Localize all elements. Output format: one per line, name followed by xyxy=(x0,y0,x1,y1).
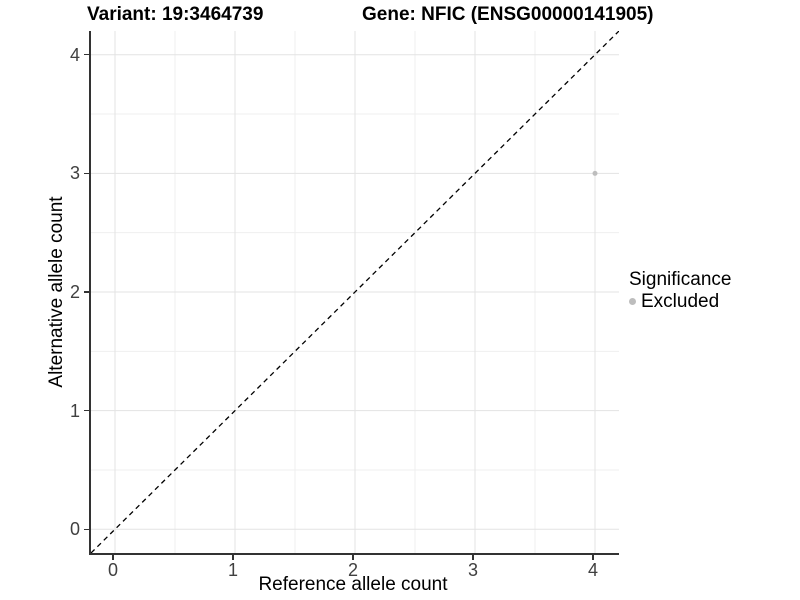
x-axis-tick-mark xyxy=(352,555,354,560)
plot-canvas xyxy=(91,31,619,553)
y-axis-tick-label: 0 xyxy=(69,519,80,540)
x-axis-tick-label: 4 xyxy=(587,560,598,580)
legend-title: Significance xyxy=(629,269,732,290)
data-point xyxy=(592,170,598,176)
gene-title: Gene: NFIC (ENSG00000141905) xyxy=(362,4,654,25)
y-axis-tick-label: 2 xyxy=(69,282,80,302)
y-axis-tick-mark xyxy=(84,172,89,175)
y-axis-tick-label: 1 xyxy=(69,400,80,421)
x-axis-tick-label: 2 xyxy=(347,560,358,580)
x-axis-tick-label: 3 xyxy=(467,560,478,580)
x-axis-tick-label: 0 xyxy=(107,560,118,580)
y-axis-tick-mark xyxy=(84,291,89,293)
variant-title: Variant: 19:3464739 xyxy=(87,4,264,25)
y-axis-tick-mark xyxy=(84,409,89,412)
x-axis-tick-mark xyxy=(232,555,234,560)
y-axis-tick-mark xyxy=(84,53,89,56)
x-axis-tick-mark xyxy=(112,555,114,560)
legend-item-label: Excluded xyxy=(641,291,720,312)
y-axis-tick-label: 4 xyxy=(69,44,80,65)
plot-panel xyxy=(89,31,619,555)
excluded-point-marker-icon xyxy=(629,298,636,305)
legend-item-excluded: Excluded xyxy=(629,291,731,312)
x-axis-tick-mark xyxy=(592,555,594,560)
identity-line xyxy=(91,31,619,553)
x-axis-tick-mark xyxy=(472,555,474,560)
y-axis-tick-mark xyxy=(84,528,89,531)
y-axis-tick-label: 3 xyxy=(69,163,80,184)
legend: Significance Excluded xyxy=(629,269,731,312)
x-axis-title: Reference allele count xyxy=(258,574,448,595)
x-axis-tick-label: 1 xyxy=(227,560,238,580)
y-axis-title: Alternative allele count xyxy=(46,196,67,388)
